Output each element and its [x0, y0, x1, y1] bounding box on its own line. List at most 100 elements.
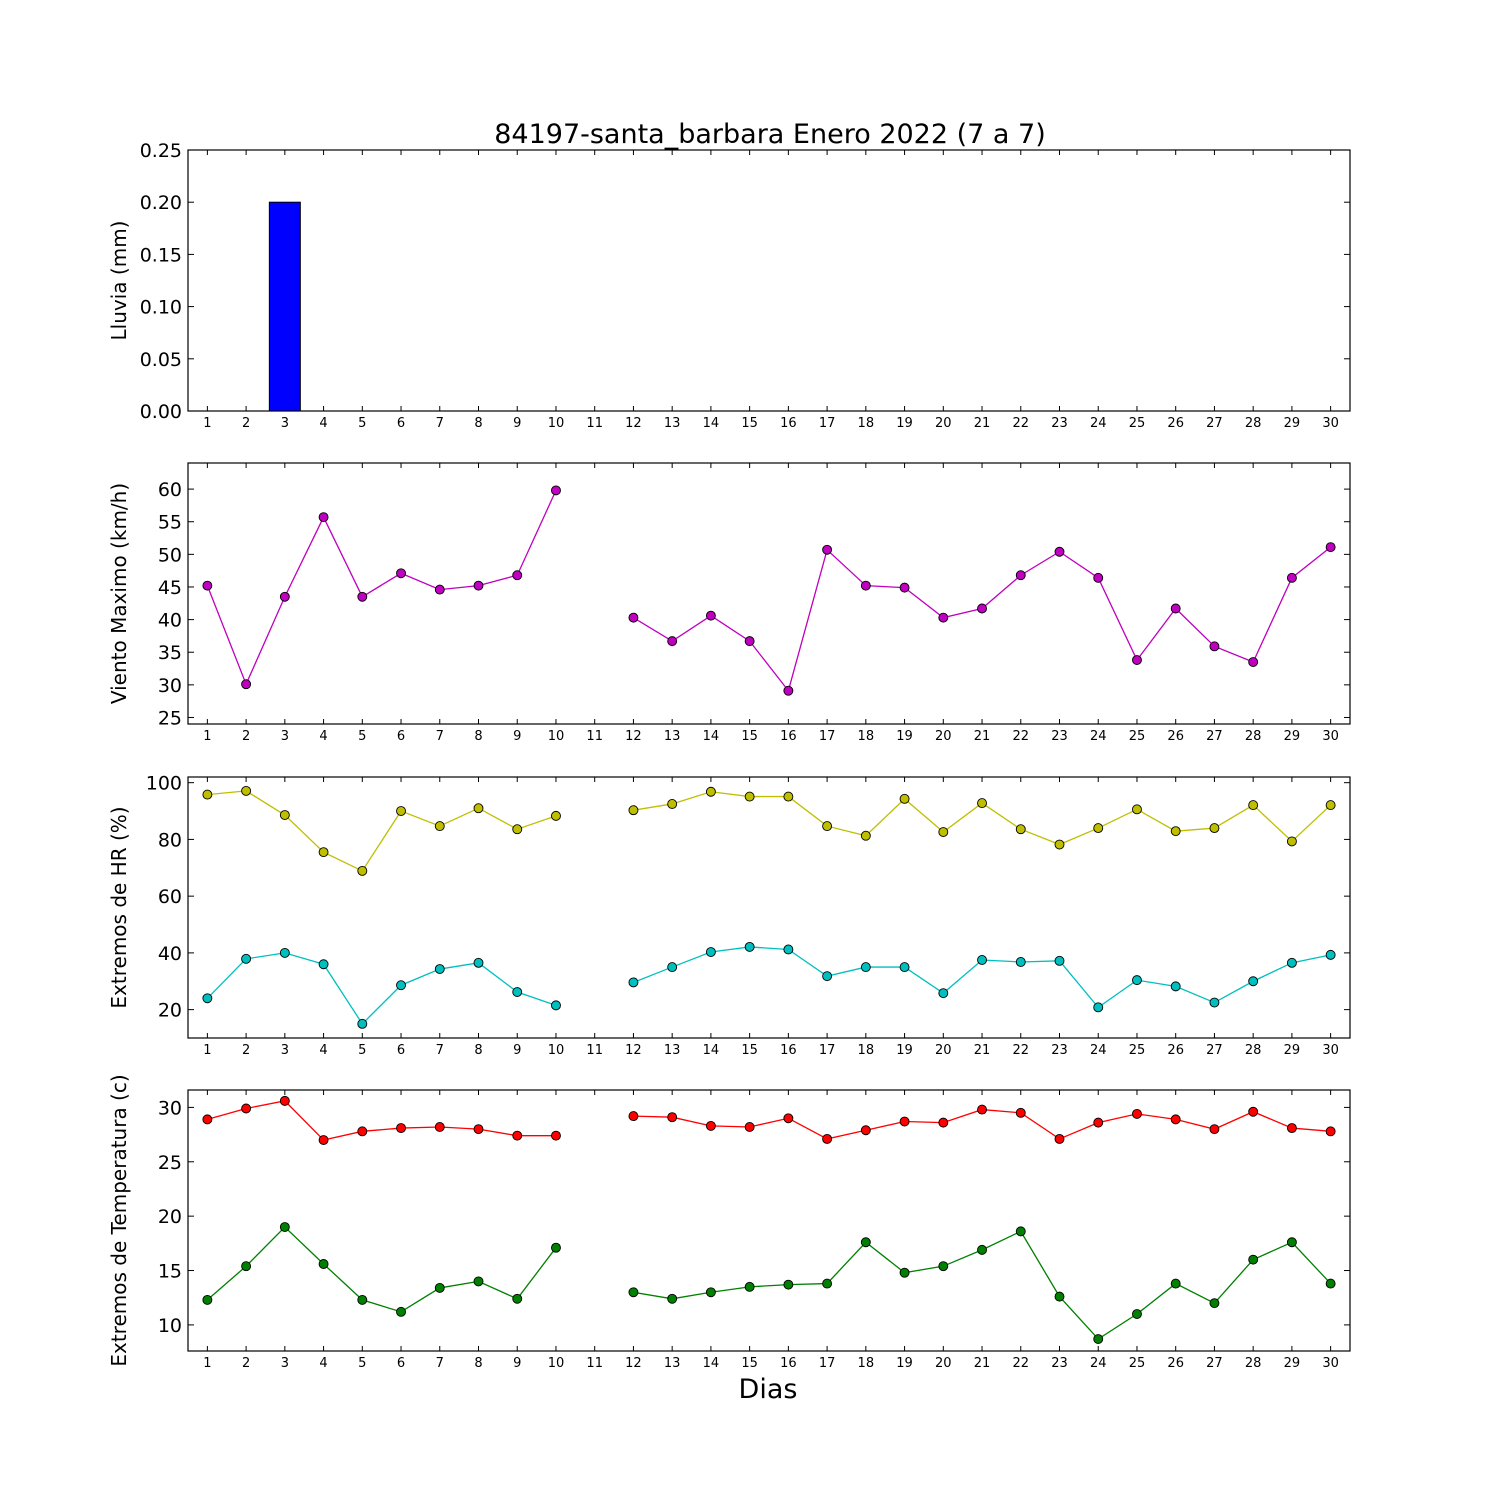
data-point	[822, 1278, 833, 1289]
y-tick-label: 60	[158, 479, 182, 501]
data-point	[1248, 1254, 1259, 1265]
y-tick-label: 20	[158, 1206, 182, 1228]
x-tick-label: 26	[1167, 1043, 1184, 1058]
x-tick-label: 9	[513, 416, 521, 431]
x-tick-label: 28	[1245, 416, 1262, 431]
x-tick-label: 15	[741, 729, 758, 744]
data-point	[551, 1130, 561, 1141]
data-point	[434, 1282, 445, 1293]
data-point	[860, 1237, 871, 1248]
data-point	[860, 830, 871, 841]
x-tick-label: 13	[664, 416, 681, 431]
x-tick-label: 6	[397, 416, 405, 431]
data-point	[1054, 955, 1065, 966]
x-tick-label: 17	[819, 416, 836, 431]
data-point	[357, 865, 368, 876]
data-point	[1325, 1126, 1336, 1137]
data-point	[551, 485, 561, 496]
x-tick-label: 28	[1245, 1356, 1262, 1371]
data-point	[202, 1294, 213, 1305]
data-point	[1132, 655, 1142, 666]
data-point	[705, 1120, 716, 1131]
x-tick-label: 12	[625, 416, 642, 431]
x-tick-label: 18	[858, 1043, 875, 1058]
data-point	[977, 798, 987, 809]
x-tick-label: 20	[935, 416, 952, 431]
data-point	[1286, 1123, 1297, 1134]
x-tick-label: 18	[858, 1356, 875, 1371]
x-tick-label: 4	[319, 416, 327, 431]
data-point	[1170, 603, 1181, 614]
data-point	[899, 1267, 910, 1278]
x-tick-label: 11	[586, 416, 603, 431]
x-tick-label: 19	[896, 1043, 913, 1058]
series-line	[207, 790, 557, 872]
data-point	[744, 791, 755, 802]
data-point	[1325, 542, 1336, 553]
data-point	[202, 1114, 213, 1125]
data-point	[241, 1261, 252, 1272]
y-tick-label: 50	[158, 544, 182, 566]
x-tick-label: 4	[319, 1356, 327, 1371]
data-point	[318, 847, 329, 858]
x-tick-label: 4	[319, 729, 327, 744]
x-tick-label: 29	[1284, 1043, 1301, 1058]
x-tick-label: 25	[1129, 1356, 1146, 1371]
data-point	[1286, 1237, 1297, 1248]
data-point	[202, 789, 213, 800]
data-point	[202, 580, 213, 591]
data-point	[473, 1124, 484, 1135]
y-tick-label: 25	[158, 1152, 182, 1174]
x-tick-label: 9	[513, 1043, 521, 1058]
data-point	[977, 1104, 987, 1115]
data-point	[241, 1103, 252, 1114]
x-tick-label: 27	[1206, 416, 1223, 431]
x-tick-label: 4	[319, 1043, 327, 1058]
data-point	[396, 1123, 406, 1134]
x-tick-label: 2	[242, 729, 250, 744]
data-point	[667, 962, 678, 973]
plot-frame	[187, 462, 1351, 725]
x-tick-label: 27	[1206, 1043, 1223, 1058]
x-tick-label: 25	[1129, 416, 1146, 431]
x-tick-label: 19	[896, 416, 913, 431]
data-point	[396, 1306, 406, 1317]
data-point	[1132, 1309, 1142, 1319]
x-tick-label: 2	[242, 1356, 250, 1371]
x-tick-label: 23	[1051, 1043, 1068, 1058]
data-point	[977, 955, 987, 965]
data-point	[938, 827, 949, 837]
data-point	[1209, 1124, 1220, 1135]
data-point	[860, 962, 871, 973]
data-point	[434, 821, 445, 832]
data-point	[705, 786, 716, 797]
x-tick-label: 3	[281, 729, 289, 744]
x-tick-label: 28	[1245, 1043, 1262, 1058]
data-point	[241, 953, 252, 964]
data-point	[705, 610, 716, 621]
data-point	[512, 824, 523, 835]
data-point	[783, 791, 794, 802]
x-tick-label: 17	[819, 729, 836, 744]
y-tick-label: 15	[158, 1261, 182, 1283]
series-line	[206, 1226, 557, 1313]
data-point	[318, 1135, 329, 1145]
x-tick-label: 5	[358, 1356, 366, 1371]
data-point	[357, 591, 368, 602]
x-tick-label: 5	[358, 729, 366, 744]
data-point	[744, 636, 755, 647]
x-tick-label: 5	[358, 1043, 366, 1058]
data-point	[396, 806, 406, 816]
data-point	[938, 988, 949, 999]
data-point	[357, 1294, 368, 1305]
data-point	[318, 959, 329, 970]
x-tick-label: 30	[1322, 1356, 1339, 1371]
data-point	[822, 971, 833, 982]
x-tick-label: 30	[1322, 416, 1339, 431]
data-point	[1209, 997, 1220, 1008]
x-tick-label: 29	[1284, 729, 1301, 744]
data-point	[977, 603, 987, 614]
x-tick-label: 29	[1284, 416, 1301, 431]
data-point	[1093, 823, 1104, 834]
panel-4: 1 2 3 4 5 6 7 8 9 10 11 12 13 14 15 16 17 18 19 20 21 22 23 24 2…	[107, 1074, 1351, 1371]
